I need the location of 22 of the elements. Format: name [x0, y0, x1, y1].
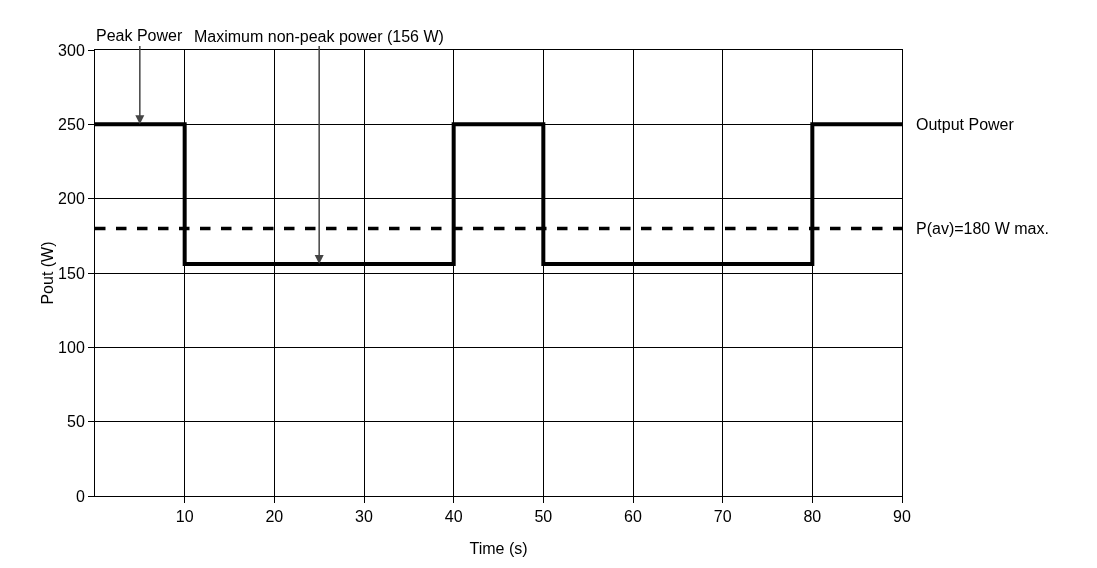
- x-tick-label: 80: [803, 508, 822, 526]
- annotation: Maximum non-peak power (156 W): [194, 28, 444, 45]
- x-tick-label: 30: [355, 508, 373, 526]
- annotation: Peak Power: [96, 27, 183, 44]
- y-tick-label: 150: [58, 264, 85, 282]
- x-tick-label: 10: [175, 508, 194, 526]
- y-tick-label: 50: [67, 413, 85, 431]
- y-tick-label: 100: [58, 338, 85, 356]
- y-tick-label: 300: [58, 41, 85, 59]
- ref-line-label: P(av)=180 W max.: [916, 220, 1049, 237]
- y-axis-title: Pout (W): [39, 241, 56, 305]
- x-tick-label: 40: [444, 508, 463, 526]
- x-tick-label: 70: [713, 508, 732, 526]
- series-label: Output Power: [916, 116, 1015, 133]
- x-tick-label: 20: [265, 508, 284, 526]
- x-axis-title: Time (s): [469, 540, 528, 557]
- y-tick-label: 200: [58, 190, 85, 208]
- y-tick-label: 0: [75, 487, 85, 505]
- y-tick-label: 250: [58, 115, 85, 133]
- x-tick-label: 50: [534, 508, 553, 526]
- x-tick-label: 60: [624, 508, 642, 526]
- x-tick-label: 90: [893, 508, 911, 526]
